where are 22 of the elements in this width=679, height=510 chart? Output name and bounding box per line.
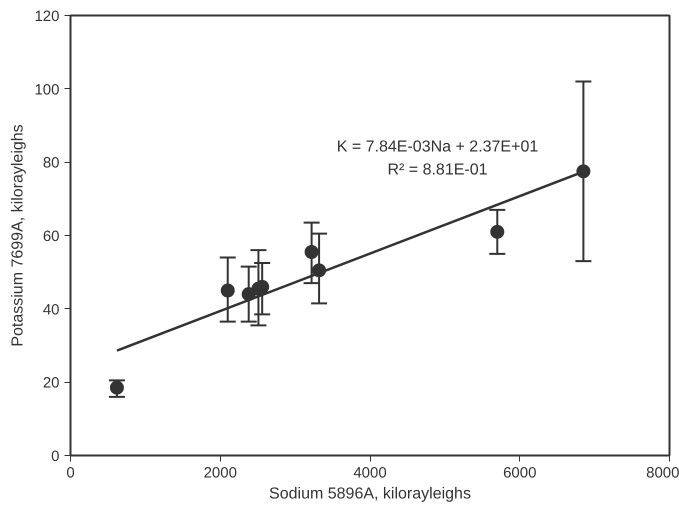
y-tick-label: 60 [42, 228, 60, 245]
point [255, 280, 270, 294]
y-tick-label: 40 [42, 301, 60, 318]
x-tick-label: 0 [66, 464, 75, 482]
y-tick-label: 100 [34, 81, 60, 98]
y-tick-label: 80 [42, 154, 60, 172]
y-tick-label: 20 [42, 374, 60, 392]
x-axis-title: Sodium 5896A, kilorayleighs [269, 486, 471, 502]
point [110, 380, 124, 395]
point [576, 164, 590, 178]
annotation: K = 7.84E-03Na + 2.37E+01 [336, 138, 538, 156]
point [220, 284, 235, 298]
point [304, 245, 319, 259]
x-tick-label: 2000 [204, 464, 237, 482]
x-tick-label: 4000 [353, 464, 387, 482]
y-tick-label: 120 [34, 8, 60, 25]
annotation: R² = 8.81E-01 [387, 162, 488, 178]
y-axis-title: Potassium 7699A, kilorayleighs [9, 124, 26, 347]
point [490, 224, 504, 239]
x-tick-label: 6000 [503, 464, 536, 482]
y-tick-label: 0 [51, 448, 60, 465]
x-tick-label: 8000 [646, 464, 679, 482]
